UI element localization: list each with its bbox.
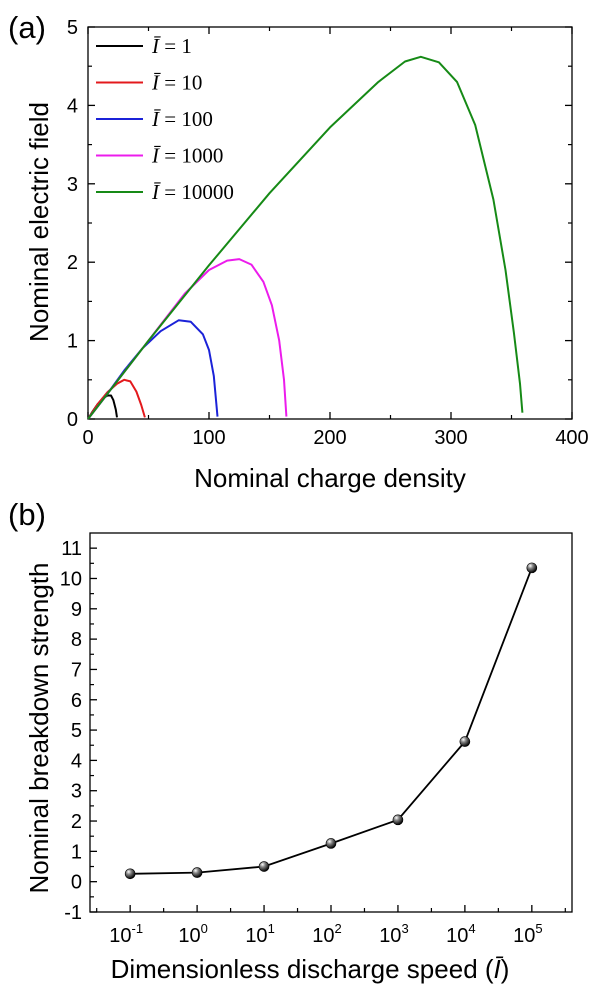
panel-b: (b) 10-1 100 101 102 103 104 105-1012345678910…	[8, 497, 573, 984]
panel-b-x-axis-label: Dimensionless discharge speed (Ī)	[111, 954, 510, 984]
tick-base: 10	[178, 925, 200, 947]
y-tick-label: 3	[67, 174, 78, 196]
tick-exponent: 3	[401, 921, 408, 936]
series-line-3	[87, 258, 288, 420]
data-point	[124, 868, 136, 880]
tick-exponent: 4	[468, 921, 475, 936]
tick-base: 10	[379, 925, 401, 947]
x-tick-label: 100	[192, 427, 225, 449]
y-tick-label: 2	[67, 252, 78, 274]
x-tick-label: 105	[513, 921, 542, 947]
panel-a-x-axis-label: Nominal charge density	[194, 463, 466, 493]
y-tick-label: 5	[67, 17, 78, 39]
data-point	[392, 814, 404, 826]
y-tick-label: 5	[71, 720, 82, 742]
tick-base: 10	[109, 925, 131, 947]
tick-exponent: -1	[132, 921, 144, 936]
legend-label-0: Ī = 1	[151, 34, 192, 58]
legend-value: = 1	[159, 34, 192, 58]
tick-exponent: 5	[535, 921, 542, 936]
y-tick-label: 1	[67, 331, 78, 353]
legend-symbol: Ī	[151, 34, 161, 58]
x-tick-label: 104	[446, 921, 475, 947]
panel-b-series	[124, 562, 538, 880]
legend-symbol: Ī	[151, 107, 161, 131]
y-tick-label: 4	[67, 95, 78, 117]
legend-label-4: Ī = 10000	[151, 180, 234, 204]
panel-a-series	[87, 55, 524, 420]
x-tick-label: 10-1	[109, 921, 143, 947]
legend-symbol: Ī	[151, 180, 161, 204]
series-line	[130, 567, 533, 875]
y-tick-label: 8	[71, 629, 82, 651]
y-tick-label: 10	[60, 568, 82, 590]
x-tick-label: 101	[245, 921, 274, 947]
panel-b-label: (b)	[8, 497, 46, 532]
x-tick-label: 300	[434, 427, 467, 449]
y-tick-label: 7	[71, 659, 82, 681]
tick-base: 10	[513, 925, 535, 947]
data-point	[191, 867, 203, 878]
y-tick-label: 2	[71, 811, 82, 833]
legend-symbol: Ī	[151, 71, 161, 95]
y-tick-label: 0	[71, 872, 82, 894]
series-line-1	[87, 378, 146, 420]
panel-b-x-axis-label-main: Dimensionless discharge speed (	[111, 954, 494, 984]
y-tick-label: 11	[61, 538, 82, 560]
tick-base: 10	[446, 925, 468, 947]
legend-label-1: Ī = 10	[151, 71, 202, 95]
x-tick-label: 200	[313, 427, 346, 449]
legend-value: = 10000	[159, 180, 234, 204]
y-tick-label: 1	[71, 841, 82, 863]
data-point	[459, 736, 471, 747]
panel-b-y-axis-label: Nominal breakdown strength	[24, 563, 54, 894]
legend-value: = 100	[159, 107, 213, 131]
panel-a-axes: 0 100 200 300 400 0 1 2 3 4 5	[67, 17, 589, 449]
panel-b-x-axis-label-close: )	[501, 954, 510, 984]
x-tick-label: 0	[82, 427, 93, 449]
y-tick-label: 6	[71, 690, 82, 712]
y-tick-label: 0	[67, 409, 78, 431]
data-point	[526, 562, 538, 574]
x-tick-label: 103	[379, 921, 408, 947]
legend-label-2: Ī = 100	[151, 107, 213, 131]
y-tick-label: 9	[71, 599, 82, 621]
data-point	[258, 861, 270, 872]
legend-value: = 10	[159, 71, 202, 95]
x-tick-label: 100	[178, 921, 207, 947]
y-tick-label: 4	[71, 750, 82, 772]
data-point	[325, 838, 337, 849]
tick-base: 10	[312, 925, 334, 947]
series-line-4	[87, 55, 524, 420]
panel-b-x-axis-label-symbol: Ī	[494, 954, 504, 984]
tick-exponent: 1	[268, 921, 275, 936]
panel-a-y-axis-label: Nominal electric field	[24, 102, 54, 342]
x-tick-label: 102	[312, 921, 341, 947]
tick-exponent: 0	[201, 921, 208, 936]
panel-b-frame	[89, 532, 573, 913]
legend-symbol: Ī	[151, 144, 161, 168]
x-tick-label: 400	[555, 427, 588, 449]
y-tick-label: -1	[64, 902, 82, 924]
legend-label-3: Ī = 1000	[151, 144, 223, 168]
tick-base: 10	[245, 925, 267, 947]
tick-exponent: 2	[335, 921, 342, 936]
y-tick-label: 3	[71, 781, 82, 803]
legend-value: = 1000	[159, 144, 223, 168]
panel-a-label: (a)	[8, 10, 46, 45]
